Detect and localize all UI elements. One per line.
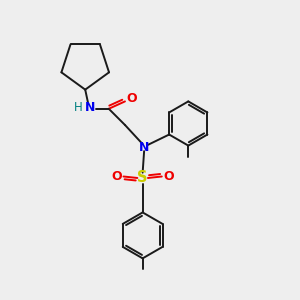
Text: S: S xyxy=(137,170,148,185)
Text: H: H xyxy=(74,101,83,114)
Text: O: O xyxy=(163,170,174,183)
Text: N: N xyxy=(139,141,149,154)
Text: O: O xyxy=(112,170,122,183)
Text: N: N xyxy=(85,101,95,114)
Text: O: O xyxy=(126,92,137,105)
